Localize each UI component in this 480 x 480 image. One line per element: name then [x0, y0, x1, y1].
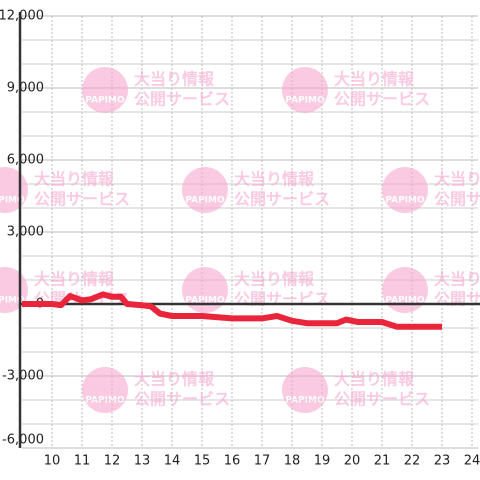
x-tick-label: 19 — [314, 454, 331, 469]
watermark-circle — [182, 267, 228, 313]
watermark-logo: PAPIMO — [0, 196, 25, 206]
watermark-text: 大当り情報 — [334, 70, 415, 89]
watermark-text: 公開サービス — [234, 290, 330, 309]
watermark-logo: PAPIMO — [0, 296, 25, 306]
x-tick-label: 12 — [104, 454, 121, 469]
watermark-logo: PAPIMO — [285, 96, 325, 106]
watermark-text: 大当り情報 — [434, 170, 480, 189]
x-tick-label: 10 — [44, 454, 61, 469]
watermark-logo: PAPIMO — [85, 396, 125, 406]
watermark-text: 公開サービス — [334, 90, 430, 109]
watermark-text: 大当り情報 — [134, 70, 215, 89]
x-tick-label: 13 — [134, 454, 151, 469]
x-tick-label: 14 — [164, 454, 181, 469]
y-tick-label: 12,000 — [0, 9, 44, 24]
watermark-logo: PAPIMO — [385, 196, 425, 206]
x-tick-label: 16 — [224, 454, 241, 469]
watermark-text: 公開サービス — [434, 290, 480, 309]
x-tick-label: 15 — [194, 454, 211, 469]
watermark-text: 大当り情報 — [234, 270, 315, 289]
watermark-text: 大当り情報 — [34, 170, 115, 189]
y-tick-label: 9,000 — [7, 81, 44, 96]
watermark-text: 大当り情報 — [234, 170, 315, 189]
watermark-circle — [82, 367, 128, 413]
watermark-logo: PAPIMO — [85, 96, 125, 106]
x-tick-label: 17 — [254, 454, 271, 469]
watermark-text: 大当り情報 — [434, 270, 480, 289]
x-tick-label: 21 — [374, 454, 391, 469]
y-tick-label: -3,000 — [2, 369, 44, 384]
watermark-circle — [282, 67, 328, 113]
watermark-text: 公開サービス — [134, 90, 230, 109]
watermark-text: 大当り情報 — [334, 370, 415, 389]
watermark-logo: PAPIMO — [285, 396, 325, 406]
watermark-text: 公開サービス — [134, 390, 230, 409]
watermark-text: 公開サービス — [34, 190, 130, 209]
watermark-circle — [382, 167, 428, 213]
watermark-circle — [382, 267, 428, 313]
y-tick-label: 3,000 — [7, 225, 44, 240]
watermark-text: 公開サービス — [434, 190, 480, 209]
x-tick-label: 22 — [404, 454, 421, 469]
x-tick-label: 23 — [434, 454, 451, 469]
watermark-logo: PAPIMO — [185, 196, 225, 206]
watermark-circle — [82, 67, 128, 113]
y-tick-label: -6,000 — [2, 433, 44, 448]
x-tick-label: 20 — [344, 454, 361, 469]
watermark-text: 公開サービス — [334, 390, 430, 409]
watermark-text: 大当り情報 — [34, 270, 115, 289]
watermark-circle — [282, 367, 328, 413]
watermark-text: 公開サービス — [234, 190, 330, 209]
line — [22, 291, 442, 330]
watermark-circle — [182, 167, 228, 213]
x-tick-label: 11 — [74, 454, 91, 469]
x-tick-label: 24 — [464, 454, 480, 469]
watermark-text: 大当り情報 — [134, 370, 215, 389]
watermark-circle — [0, 167, 28, 213]
watermark-logo: PAPIMO — [185, 296, 225, 306]
watermark-logo: PAPIMO — [385, 296, 425, 306]
y-tick-label: 6,000 — [7, 153, 44, 168]
x-tick-label: 18 — [284, 454, 301, 469]
